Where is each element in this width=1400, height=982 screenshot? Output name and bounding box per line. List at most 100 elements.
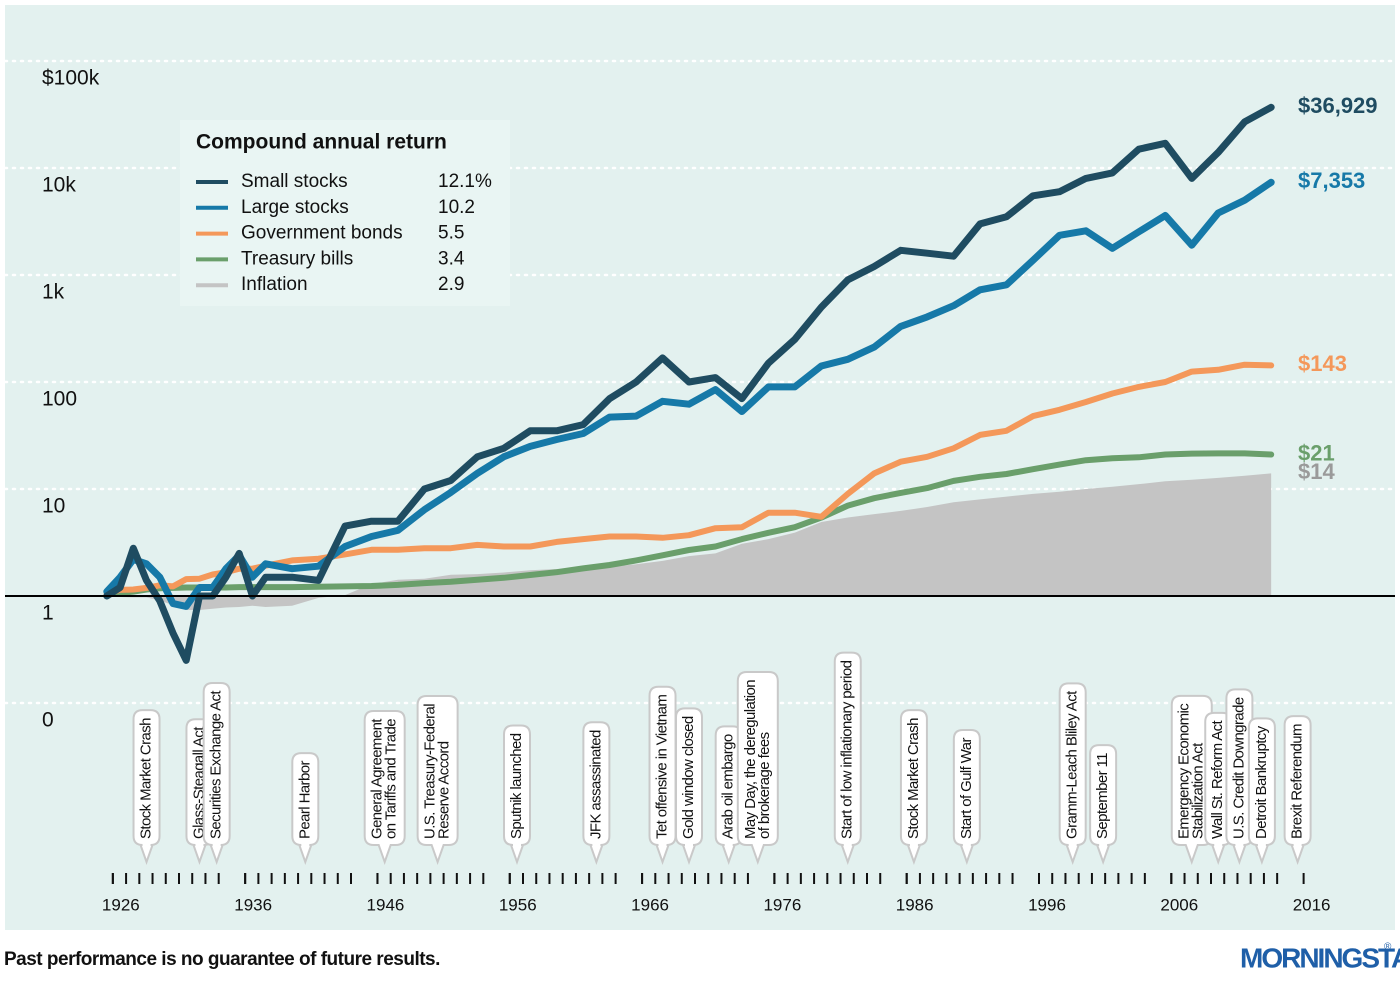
series-line — [103, 361, 1275, 597]
footnote: Past performance is no guarantee of futu… — [4, 949, 440, 970]
event-label: Gold window closed — [680, 716, 697, 839]
event-callout: Brexit Referendum — [1283, 715, 1312, 866]
event-label: U.S. Credit Downgrade — [1230, 697, 1247, 839]
event-label: on Tariffs and Trade — [383, 719, 400, 839]
end-label: $7,353 — [1298, 168, 1365, 193]
event-label: JFK assassinated — [587, 730, 604, 839]
event-label: Tet offensive in Vietnam — [654, 695, 671, 839]
legend-value: 10.2 — [438, 197, 475, 218]
callout-shape — [648, 685, 677, 866]
callout-shape — [1170, 694, 1213, 866]
event-callout: Gold window closed — [675, 707, 703, 866]
callout-shape — [736, 671, 779, 866]
y-tick-label: 0 — [42, 709, 54, 732]
callout-shape — [582, 721, 611, 866]
event-label: Reserve Accord — [436, 741, 453, 839]
y-tick-label: 100 — [42, 388, 77, 411]
x-tick-label: 1926 — [102, 895, 140, 914]
x-tick-label: 1976 — [763, 895, 801, 914]
legend-box — [180, 120, 510, 306]
event-label: of brokerage fees — [756, 732, 773, 839]
callout-shape — [1247, 717, 1276, 866]
event-label: May Day, the deregulation — [742, 680, 759, 839]
event-label: Stock Market Crash — [138, 718, 155, 839]
event-label: Wall St. Reform Act — [1209, 719, 1226, 839]
series-line — [103, 103, 1275, 664]
callout-shape — [675, 707, 703, 866]
x-tick-label: 1956 — [499, 895, 537, 914]
event-callout: JFK assassinated — [582, 721, 611, 866]
x-tick-label: 1986 — [896, 895, 934, 914]
event-callout: Arab oil embargo — [714, 725, 743, 866]
event-label: Brexit Referendum — [1289, 724, 1306, 839]
legend-value: 12.1% — [438, 171, 492, 192]
event-callout: Start of Gulf War — [952, 729, 981, 866]
callout-shape — [132, 709, 161, 866]
callout-shape — [833, 651, 862, 866]
event-callout: Securities Exchange Act — [202, 682, 231, 866]
events: Stock Market Crash Glass-Steagall Act Secu… — [132, 651, 1312, 866]
event-label: Stabilization Act — [1190, 742, 1207, 839]
legend-label: Treasury bills — [241, 248, 353, 269]
event-label: Start of Gulf War — [958, 737, 975, 839]
callout-shape — [1225, 688, 1254, 866]
event-label: Emergency Economic — [1176, 703, 1193, 839]
callout-shape — [202, 682, 231, 866]
x-tick-label: 1936 — [234, 895, 272, 914]
event-label: U.S. Treasury-Federal — [422, 704, 439, 839]
callout-shape — [416, 695, 459, 866]
callout-shape — [503, 724, 531, 866]
event-label: Gramm-Leach Bliley Act — [1064, 690, 1081, 839]
end-label: $36,929 — [1298, 93, 1378, 118]
event-callout: Wall St. Reform Act — [1204, 711, 1233, 866]
event-callout: Pearl Harbor — [291, 752, 320, 866]
event-label: Detroit Bankruptcy — [1253, 725, 1270, 839]
event-label: Stock Market Crash — [905, 718, 922, 839]
x-tick-label: 2016 — [1293, 895, 1331, 914]
event-callout: September 11 — [1089, 744, 1118, 866]
event-label: Sputnik launched — [508, 733, 525, 839]
event-label: September 11 — [1094, 753, 1111, 839]
brand-logo: MORNINGSTAR — [1240, 942, 1400, 973]
event-label: General Agreement — [369, 718, 386, 839]
callout-shape — [899, 709, 928, 866]
event-callout: Gramm-Leach Bliley Act — [1058, 682, 1087, 866]
legend-label: Small stocks — [241, 171, 348, 192]
event-label: Start of low inflationary period — [839, 660, 856, 839]
event-callout: Start of low inflationary period — [833, 651, 862, 866]
end-label: $14 — [1298, 459, 1335, 484]
x-tick-label: 2006 — [1160, 895, 1198, 914]
event-callout: Sputnik launched — [503, 724, 531, 866]
legend-value: 2.9 — [438, 274, 464, 295]
y-tick-label: 1 — [42, 602, 54, 625]
y-tick-label: 1k — [42, 281, 65, 304]
y-tick-label: 10k — [42, 174, 76, 197]
x-tick-label: 1966 — [631, 895, 669, 914]
event-callout: Tet offensive in Vietnam — [648, 685, 677, 866]
legend-label: Large stocks — [241, 197, 349, 218]
legend-value: 5.5 — [438, 223, 464, 244]
callout-shape — [1058, 682, 1087, 866]
event-label: Pearl Harbor — [296, 761, 313, 839]
x-tick-label: 1946 — [367, 895, 405, 914]
event-label: Securities Exchange Act — [208, 690, 225, 839]
callout-shape — [1283, 715, 1312, 866]
y-tick-label: $100k — [42, 67, 100, 90]
legend-title: Compound annual return — [196, 131, 447, 154]
event-callout: U.S. Credit Downgrade — [1225, 688, 1254, 866]
end-label: $143 — [1298, 351, 1347, 376]
event-callout: Stock Market Crash — [899, 709, 928, 866]
x-tick-label: 1996 — [1028, 895, 1066, 914]
inflation-area — [106, 473, 1272, 610]
end-label: $21 — [1298, 440, 1335, 465]
marks: $14$21 $143 $7,353 $36,929 — [103, 93, 1378, 664]
callout-shape — [1089, 744, 1118, 866]
event-callout: Stock Market Crash — [132, 709, 161, 866]
y-tick-label: 10 — [42, 495, 65, 518]
